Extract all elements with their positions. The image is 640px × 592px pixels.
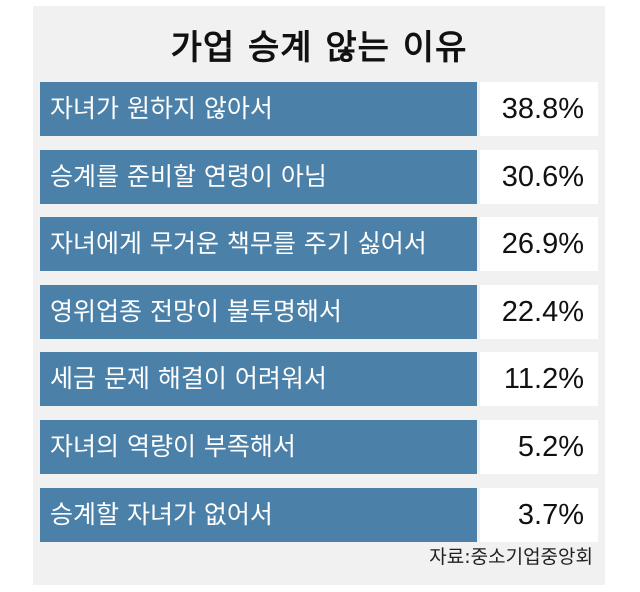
percent-value: 30.6% <box>480 149 598 204</box>
table-row: 자녀에게 무거운 책무를 주기 싫어서 26.9% <box>40 217 598 272</box>
table-row: 영위업종 전망이 불투명해서 22.4% <box>40 284 598 339</box>
reason-label: 자녀가 원하지 않아서 <box>40 82 477 136</box>
table-row: 승계할 자녀가 없어서 3.7% <box>40 487 598 542</box>
reason-label: 세금 문제 해결이 어려워서 <box>40 352 477 407</box>
reason-label: 영위업종 전망이 불투명해서 <box>40 284 477 339</box>
reason-label: 자녀에게 무거운 책무를 주기 싫어서 <box>40 217 477 272</box>
source-note: 자료:중소기업중앙회 <box>429 546 593 568</box>
percent-value: 26.9% <box>480 217 598 272</box>
reason-label: 승계할 자녀가 없어서 <box>40 487 477 542</box>
percent-value: 3.7% <box>480 487 598 542</box>
chart-title: 가업 승계 않는 이유 <box>170 28 468 68</box>
table-row: 승계를 준비할 연령이 아님 30.6% <box>40 149 598 204</box>
percent-value: 5.2% <box>480 420 598 474</box>
reason-label: 승계를 준비할 연령이 아님 <box>40 149 477 204</box>
percent-value: 38.8% <box>480 82 598 136</box>
table-row: 세금 문제 해결이 어려워서 11.2% <box>40 352 598 407</box>
table-row: 자녀의 역량이 부족해서 5.2% <box>40 420 598 474</box>
table-row: 자녀가 원하지 않아서 38.8% <box>40 82 598 136</box>
chart-panel: 가업 승계 않는 이유 자녀가 원하지 않아서 38.8% 승계를 준비할 연령이 … <box>33 6 605 585</box>
percent-value: 22.4% <box>480 284 598 339</box>
reason-label: 자녀의 역량이 부족해서 <box>40 420 477 474</box>
percent-value: 11.2% <box>480 352 598 407</box>
